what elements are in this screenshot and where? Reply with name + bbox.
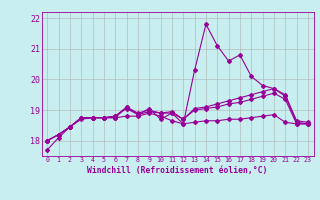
X-axis label: Windchill (Refroidissement éolien,°C): Windchill (Refroidissement éolien,°C) <box>87 166 268 175</box>
